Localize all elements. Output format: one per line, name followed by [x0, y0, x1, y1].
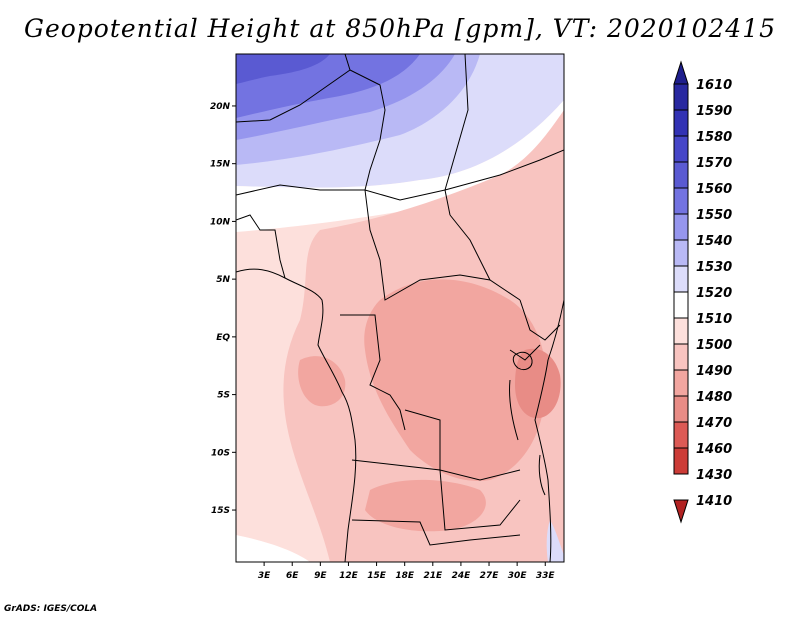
border-south-2 [351, 519, 521, 546]
legend-label: 1430 [696, 468, 732, 483]
lon-tick-label: 24E [452, 571, 472, 581]
legend-label: 1410 [696, 494, 732, 509]
lon-tick-label: 18E [395, 571, 415, 581]
legend-label: 1530 [696, 260, 732, 275]
lat-tick-label: 15S [211, 506, 230, 516]
band-1480-west [298, 356, 346, 407]
color-legend: 1610 1590 1580 1570 1560 1550 1540 1530 1520 1510… [673, 60, 732, 524]
border-central-1 [364, 189, 521, 301]
legend-label: 1520 [696, 286, 732, 301]
legend-label: 1560 [696, 182, 732, 197]
lat-tick-label: 10N [210, 217, 231, 227]
band-1480-south [365, 479, 486, 532]
legend-swatch [673, 421, 689, 449]
legend-arrow-top [673, 60, 689, 85]
border-east-1 [519, 299, 561, 341]
lon-tick-label: 12E [339, 571, 359, 581]
map-title: Geopotential Height at 850hPa [gpm], VT:… [23, 14, 777, 43]
border-east-2 [509, 344, 541, 361]
legend-swatch [673, 317, 689, 345]
border-west-coast [236, 214, 286, 279]
border-central-2 [449, 214, 491, 281]
latitude-ticks: 20N 15N 10N 5N EQ 5S 10S 15S [210, 102, 236, 516]
legend-swatch [673, 135, 689, 163]
band-1560 [236, 54, 330, 84]
legend-swatch [673, 213, 689, 241]
legend-swatch [673, 161, 689, 189]
lat-tick-label: 5N [216, 275, 230, 285]
legend-label: 1590 [696, 104, 732, 119]
coastline-east-africa [534, 299, 564, 562]
lon-tick-label: 27E [480, 571, 500, 581]
band-1510-sw [236, 535, 310, 562]
legend-label: 1460 [696, 442, 732, 457]
border-sahara-3 [444, 54, 469, 216]
lat-tick-label: EQ [216, 333, 230, 343]
lake-victoria [512, 351, 533, 371]
legend-swatch [673, 265, 689, 293]
legend-swatch [673, 291, 689, 319]
border-south-1 [351, 459, 521, 531]
legend-label: 1550 [696, 208, 732, 223]
coastline-west-africa [236, 268, 357, 562]
map-frame [235, 53, 565, 563]
lon-tick-label: 9E [314, 571, 327, 581]
legend-label: 1540 [696, 234, 732, 249]
lon-tick-label: 21E [423, 571, 443, 581]
legend-label: 1580 [696, 130, 732, 145]
longitude-ticks: 3E 6E 9E 12E 15E 18E 21E 24E 27E 30E 33E [258, 562, 556, 581]
legend-label: 1510 [696, 312, 732, 327]
lon-tick-label: 15E [367, 571, 387, 581]
legend-label: 1570 [696, 156, 732, 171]
legend-swatch [673, 187, 689, 215]
border-congo-1 [340, 314, 406, 431]
lon-tick-label: 33E [536, 571, 556, 581]
lake-malawi [538, 454, 546, 496]
band-1480 [364, 279, 547, 481]
band-1500-sw [236, 470, 330, 562]
legend-label: 1500 [696, 338, 732, 353]
lon-tick-label: 3E [258, 571, 271, 581]
legend-swatch [673, 239, 689, 267]
legend-label: 1470 [696, 416, 732, 431]
border-sahara-2 [236, 69, 351, 123]
lon-tick-label: 30E [508, 571, 528, 581]
border-sahel [236, 149, 564, 201]
legend-label: 1490 [696, 364, 732, 379]
lon-tick-label: 6E [286, 571, 299, 581]
legend-swatch [673, 395, 689, 423]
country-borders [236, 54, 564, 562]
legend-label: 1480 [696, 390, 732, 405]
grads-credit: GrADS: IGES/COLA [4, 604, 98, 614]
legend-swatch [673, 109, 689, 137]
lat-tick-label: 15N [210, 160, 231, 170]
band-1510 [236, 100, 564, 232]
lake-tanganyika [509, 379, 519, 441]
legend-swatch [673, 343, 689, 371]
legend-swatch [673, 369, 689, 397]
lat-tick-label: 10S [211, 448, 230, 458]
lat-tick-label: 5S [217, 391, 230, 401]
legend-label: 1610 [696, 78, 732, 93]
height-field [236, 54, 564, 562]
legend-swatch [673, 83, 689, 111]
lat-tick-label: 20N [210, 102, 231, 112]
legend-arrow-bottom [673, 499, 689, 524]
band-1470 [515, 348, 561, 419]
legend-swatch [673, 447, 689, 475]
